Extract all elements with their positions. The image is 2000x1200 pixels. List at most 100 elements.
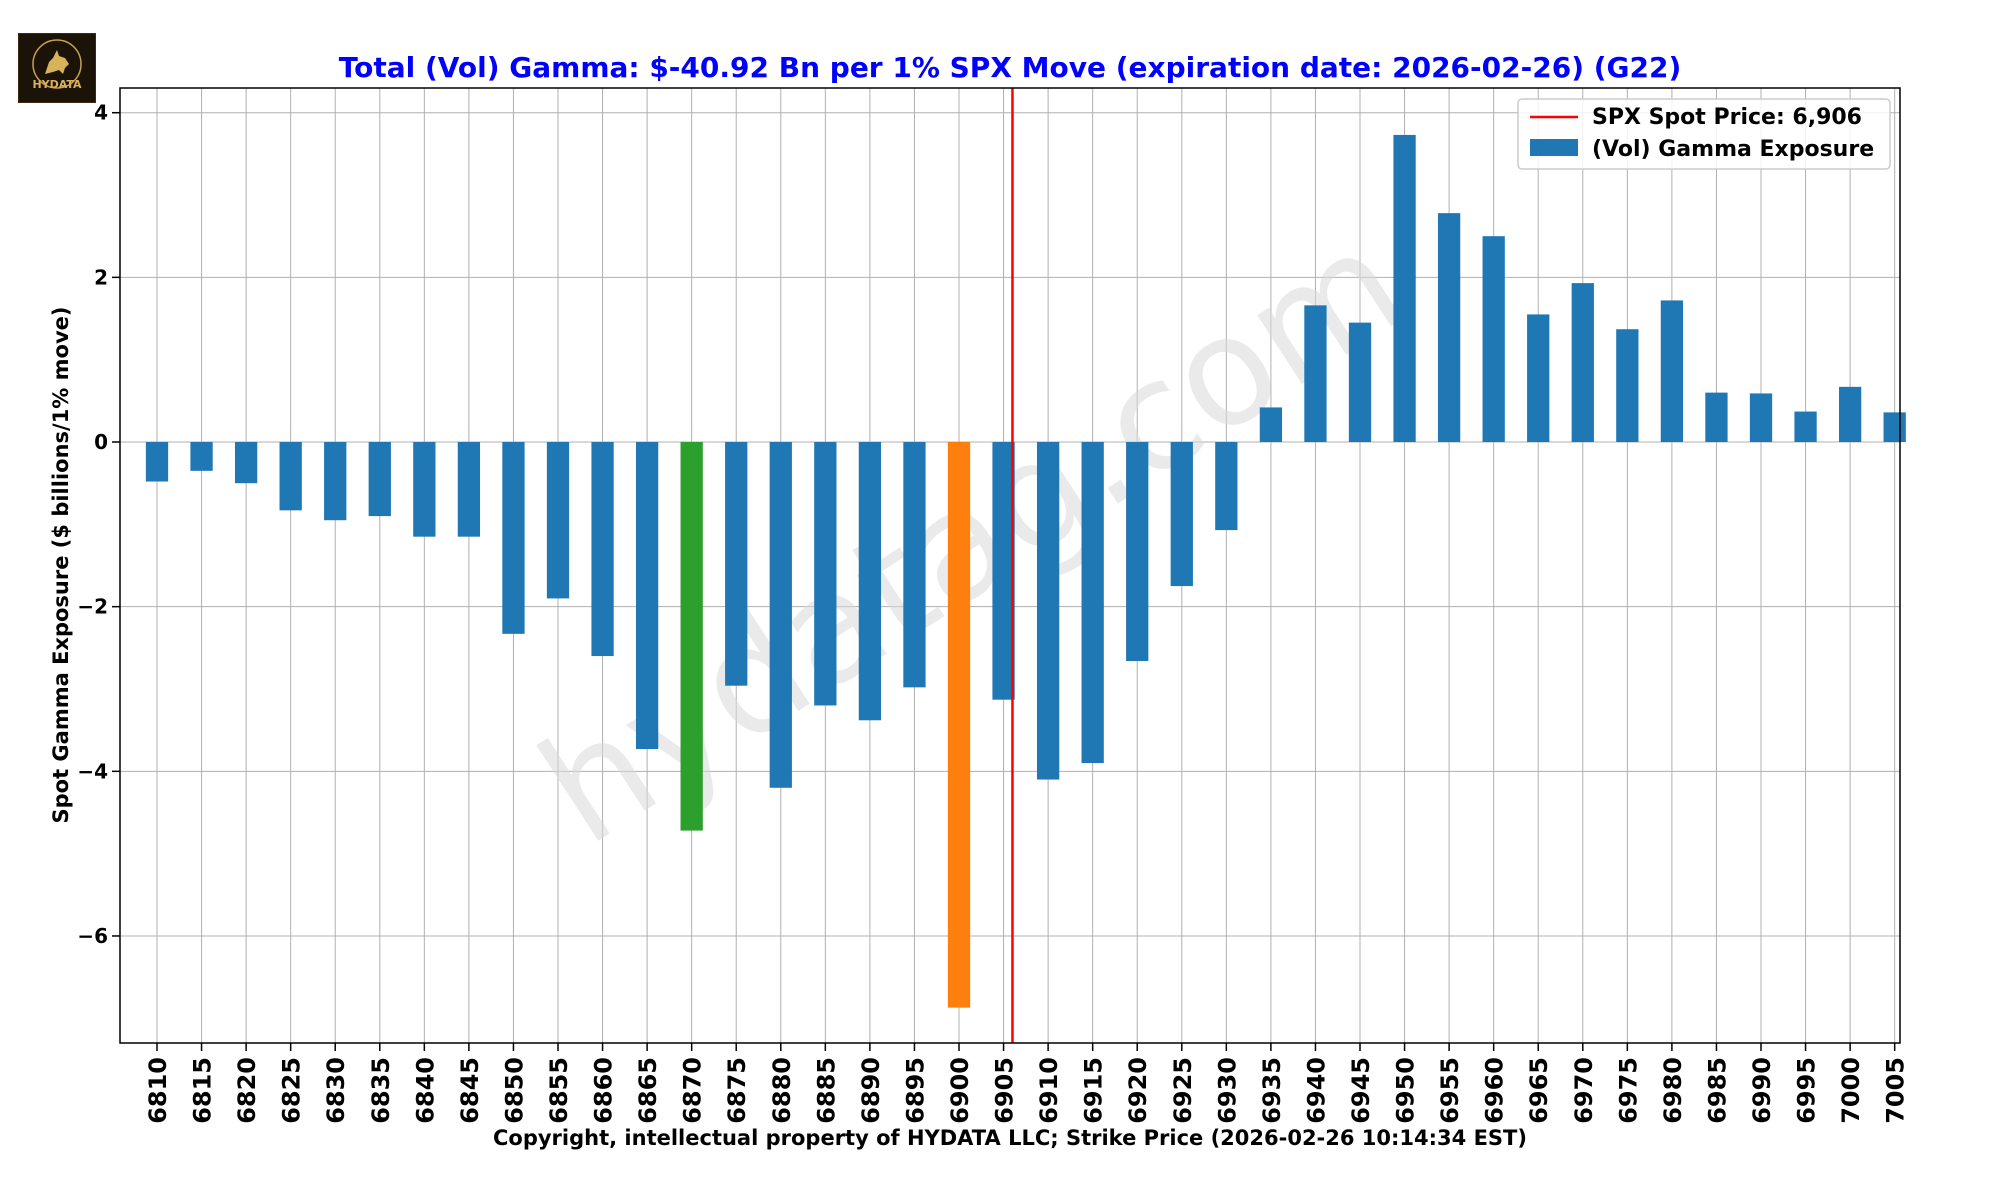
legend-frame: [1517, 98, 1891, 170]
bar-6930: [1215, 442, 1238, 531]
x-tick-label-6960: 6960: [1481, 1057, 1509, 1124]
x-tick-label-6890: 6890: [857, 1057, 885, 1124]
x-tick-label-6880: 6880: [768, 1057, 796, 1124]
legend-gamma-swatch: [1530, 139, 1578, 156]
bar-6945: [1348, 322, 1372, 443]
bar-6905: [992, 442, 1015, 700]
x-tick-label-6820: 6820: [233, 1057, 261, 1124]
x-tick-label-6975: 6975: [1614, 1057, 1642, 1124]
x-tick-label-6945: 6945: [1347, 1057, 1375, 1124]
bar-6980: [1660, 300, 1684, 443]
y-tick-label: 4: [94, 101, 108, 125]
plot-frame: [119, 87, 1901, 1044]
y-tick-label: −6: [77, 924, 108, 948]
y-tick-label: 0: [94, 430, 108, 454]
x-tick-label-6810: 6810: [144, 1057, 172, 1124]
bar-6865: [635, 442, 659, 750]
x-axis: 6810 6815 6820 6825 6830 6835 6840 6845 6850 6855…: [144, 1043, 1910, 1124]
x-tick-label-6925: 6925: [1169, 1057, 1197, 1124]
bar-6870: [680, 442, 703, 831]
bar-6845: [457, 442, 481, 537]
bar-6995: [1794, 411, 1817, 443]
x-tick-label-6940: 6940: [1302, 1057, 1330, 1124]
x-tick-label-6835: 6835: [367, 1057, 395, 1124]
x-axis-label: Copyright, intellectual property of HYDA…: [493, 1126, 1527, 1150]
bar-6880: [769, 442, 792, 788]
bar-6840: [413, 442, 436, 537]
bar-6990: [1749, 393, 1773, 443]
bar-6920: [1126, 442, 1149, 661]
x-tick-label-6935: 6935: [1258, 1057, 1286, 1124]
x-tick-label-7000: 7000: [1837, 1057, 1865, 1124]
bar-6955: [1437, 213, 1461, 443]
bar-6925: [1170, 442, 1193, 587]
y-tick-label: −2: [77, 595, 108, 619]
x-tick-label-6830: 6830: [322, 1057, 350, 1124]
x-tick-label-6920: 6920: [1124, 1057, 1152, 1124]
bar-6855: [546, 442, 570, 599]
bar-6895: [903, 442, 926, 688]
bar-6890: [858, 442, 882, 721]
legend-gamma-label: (Vol) Gamma Exposure: [1592, 137, 1874, 162]
bar-6820: [234, 442, 258, 484]
x-tick-label-6815: 6815: [189, 1057, 217, 1124]
bar-6885: [814, 442, 837, 706]
x-tick-label-6995: 6995: [1793, 1057, 1821, 1124]
legend-spot-label: SPX Spot Price: 6,906: [1592, 105, 1862, 130]
bar-6940: [1304, 305, 1327, 443]
bar-6965: [1527, 314, 1550, 443]
wolf-logo-icon: [32, 39, 82, 89]
x-tick-label-6970: 6970: [1570, 1057, 1598, 1124]
y-tick-label: 2: [94, 265, 108, 289]
y-tick-label: −4: [77, 759, 108, 783]
bar-7005: [1883, 412, 1906, 443]
bar-6860: [591, 442, 614, 657]
x-tick-label-6980: 6980: [1659, 1057, 1687, 1124]
bar-6975: [1616, 329, 1639, 443]
x-tick-label-6990: 6990: [1748, 1057, 1776, 1124]
bar-6910: [1036, 442, 1060, 780]
x-tick-label-6985: 6985: [1703, 1057, 1731, 1124]
bar-6985: [1705, 392, 1728, 443]
x-tick-label-6950: 6950: [1392, 1057, 1420, 1124]
x-tick-label-6875: 6875: [723, 1057, 751, 1124]
x-tick-label-6885: 6885: [812, 1057, 840, 1124]
x-tick-label-6895: 6895: [901, 1057, 929, 1124]
logo-text: HYDATA: [32, 78, 82, 91]
company-logo: HYDATA: [18, 33, 96, 103]
bar-7000: [1838, 386, 1862, 443]
bar-6835: [368, 442, 391, 517]
bar-6900: [947, 442, 971, 1008]
chart-title: Total (Vol) Gamma: $-40.92 Bn per 1% SPX…: [339, 51, 1682, 84]
x-tick-label-6915: 6915: [1080, 1057, 1108, 1124]
x-tick-label-6965: 6965: [1525, 1057, 1553, 1124]
bar-6950: [1393, 134, 1416, 443]
x-tick-label-6865: 6865: [634, 1057, 662, 1124]
bar-6960: [1482, 236, 1505, 443]
bar-6825: [279, 442, 302, 511]
bar-6915: [1081, 442, 1104, 764]
x-tick-label-6905: 6905: [991, 1057, 1019, 1124]
y-axis-label: Spot Gamma Exposure ($ billions/1% move): [49, 307, 73, 824]
x-tick-label-6855: 6855: [545, 1057, 573, 1124]
bar-6970: [1571, 283, 1594, 443]
bar-6875: [725, 442, 748, 686]
x-tick-label-6900: 6900: [946, 1057, 974, 1124]
x-tick-label-6930: 6930: [1213, 1057, 1241, 1124]
x-tick-label-6845: 6845: [456, 1057, 484, 1124]
bar-6935: [1259, 407, 1283, 443]
bar-6850: [502, 442, 525, 634]
y-axis: 4 2 0 −2 −4 −6: [77, 101, 120, 948]
x-tick-label-6870: 6870: [679, 1057, 707, 1124]
x-tick-label-6955: 6955: [1436, 1057, 1464, 1124]
x-tick-label-7005: 7005: [1882, 1057, 1910, 1124]
x-tick-label-6910: 6910: [1035, 1057, 1063, 1124]
x-tick-label-6840: 6840: [411, 1057, 439, 1124]
x-tick-label-6860: 6860: [590, 1057, 618, 1124]
bar-6830: [324, 442, 347, 521]
legend: SPX Spot Price: 6,906 (Vol) Gamma Exposu…: [1517, 98, 1891, 170]
bar-6815: [190, 442, 213, 471]
x-tick-label-6825: 6825: [278, 1057, 306, 1124]
x-tick-label-6850: 6850: [500, 1057, 528, 1124]
